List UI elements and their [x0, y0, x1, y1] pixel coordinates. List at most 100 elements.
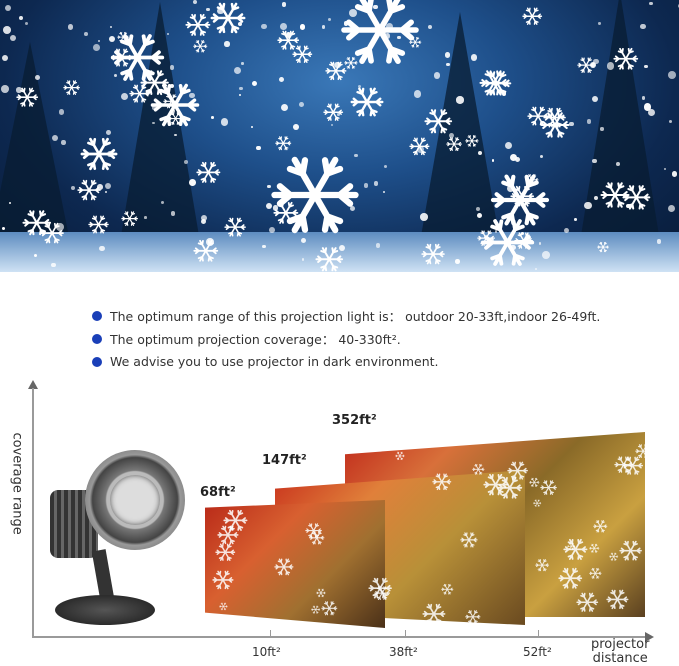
snow-dot [475, 206, 481, 212]
snow-dot [237, 21, 242, 26]
snow-dot [375, 243, 381, 248]
snowflake-icon [507, 461, 528, 480]
snow-dot [672, 171, 678, 177]
snowflake-icon [576, 57, 595, 73]
snow-dot [444, 52, 451, 59]
snow-dot [220, 118, 229, 127]
snow-dot [58, 108, 65, 115]
snow-dot [643, 103, 651, 111]
snow-dot [121, 92, 129, 100]
snowflake-icon [622, 457, 643, 476]
snow-dot [477, 150, 482, 155]
snow-dot [160, 200, 165, 205]
snow-dot [67, 23, 74, 30]
snowflake-icon [446, 137, 463, 151]
snowflake-icon [184, 13, 210, 36]
y-axis-arrow-icon [28, 380, 38, 389]
snowflake-icon [477, 230, 495, 246]
snow-dot [598, 22, 601, 25]
snow-dot [667, 71, 676, 80]
snow-dot [373, 181, 379, 186]
snow-dot [338, 244, 345, 251]
snowflake-icon [192, 40, 207, 53]
snow-dot [385, 33, 391, 39]
snow-dot [174, 134, 177, 137]
snowflake-icon [600, 182, 630, 208]
snow-dot [183, 159, 189, 164]
snow-dot [151, 105, 156, 110]
snow-dot [644, 64, 648, 69]
snowflake-icon [525, 174, 539, 186]
snow-dot [56, 222, 65, 231]
snow-dot [330, 123, 333, 126]
snowflake-icon [522, 7, 543, 26]
snowflake-icon [409, 137, 430, 156]
snow-dot [656, 239, 662, 244]
snow-dot [428, 24, 433, 29]
snow-dot [504, 142, 512, 150]
snow-dot [385, 22, 394, 31]
x-axis-arrow-icon [645, 632, 654, 642]
snow-dot [354, 153, 358, 158]
x-tick-label: 38ft² [389, 645, 418, 659]
snow-dot [166, 32, 169, 36]
snow-dot [210, 116, 214, 119]
snow-dot [456, 96, 464, 104]
snow-dot [35, 75, 41, 81]
snow-dot [192, 0, 198, 5]
bullet-icon [92, 333, 102, 344]
x-axis-label-line: distance [592, 651, 648, 666]
snow-dot [99, 245, 106, 252]
snowflake-icon [39, 222, 64, 244]
snowflake-icon [423, 109, 452, 134]
snowflake-icon [597, 242, 610, 253]
snow-dot [413, 90, 422, 98]
feature-item: We advise you to use projector in dark e… [92, 350, 600, 373]
snow-dot [108, 36, 116, 43]
snowflake-icon [592, 520, 607, 533]
snowflake-icon [321, 601, 338, 616]
snow-dot [327, 17, 332, 22]
snow-dot [640, 24, 646, 30]
snow-dot [97, 184, 103, 190]
feature-list: The optimum range of this projection lig… [92, 304, 600, 373]
snow-dot [113, 74, 117, 78]
x-tick [270, 630, 271, 638]
snow-dot [509, 153, 518, 161]
bullet-icon [92, 310, 102, 321]
snow-dot [251, 80, 258, 87]
snowflake-icon [576, 592, 598, 612]
snow-dot [491, 158, 495, 162]
snow-dot [292, 124, 299, 130]
snow-dot [8, 201, 12, 205]
snowflake-icon [63, 80, 81, 96]
snow-dot [238, 93, 242, 96]
snow-dot [301, 258, 305, 261]
snow-dot [152, 121, 155, 125]
snowflake-icon [606, 590, 629, 610]
pine-tree [420, 12, 500, 242]
snowflake-icon [460, 532, 478, 548]
snowflake-icon [480, 219, 535, 266]
snow-dot [241, 62, 244, 65]
snowflake-icon [168, 112, 183, 126]
snowflake-icon [212, 570, 234, 589]
snowflake-icon [613, 48, 639, 70]
snowflake-icon [421, 603, 445, 625]
snowflake-icon [619, 540, 643, 561]
snow-dot [448, 132, 455, 139]
snow-dot [470, 54, 478, 62]
snowflake-icon [217, 525, 239, 545]
projector-icon [40, 440, 190, 630]
feature-text: The optimum range of this projection lig… [110, 309, 601, 324]
snow-dot [350, 206, 356, 212]
snow-dot [262, 244, 267, 249]
snow-dot [224, 41, 230, 47]
snow-dot [299, 102, 305, 107]
snowflake-icon [529, 477, 540, 487]
snowfall-hero-image [0, 0, 679, 272]
snow-dot [382, 190, 385, 193]
snowflake-icon [275, 136, 292, 151]
x-tick-label: 10ft² [252, 645, 281, 659]
snowflake-icon [533, 499, 542, 507]
